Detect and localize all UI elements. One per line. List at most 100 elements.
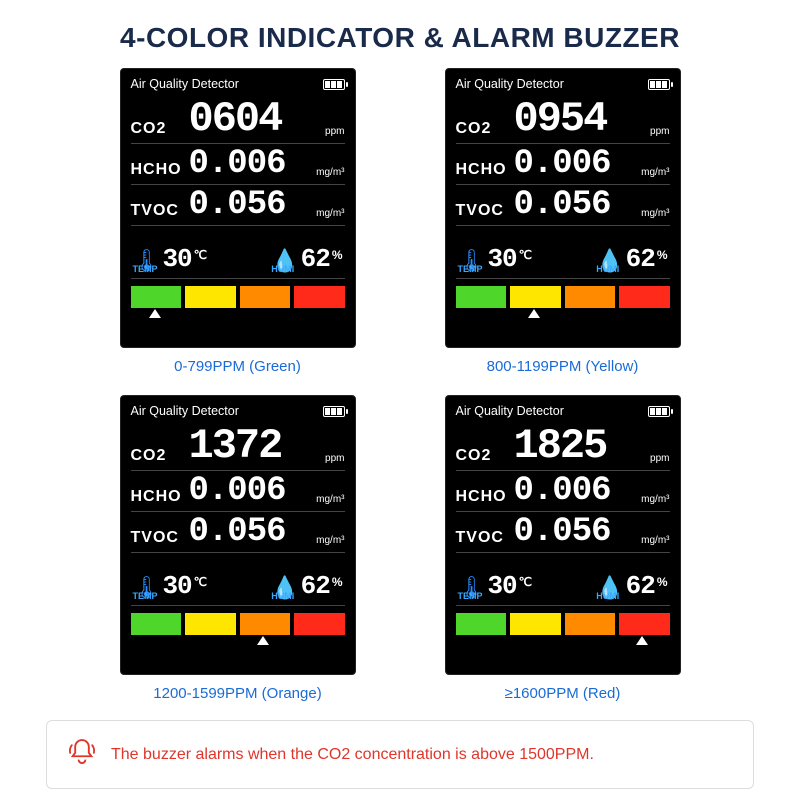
hcho-value: 0.006 xyxy=(514,147,640,181)
humi-value: 62 xyxy=(301,571,330,601)
humi-label: HUMI xyxy=(271,591,294,601)
co2-label: CO2 xyxy=(131,120,189,140)
hcho-value: 0.006 xyxy=(189,147,315,181)
color-segment xyxy=(510,286,561,308)
battery-icon xyxy=(648,406,670,417)
panel-caption: 0-799PPM (Green) xyxy=(174,358,301,375)
humi-value: 62 xyxy=(626,244,655,274)
temp-value: 30 xyxy=(162,571,191,601)
co2-label: CO2 xyxy=(456,447,514,467)
tvoc-value: 0.056 xyxy=(189,515,315,549)
panel-caption: ≥1600PPM (Red) xyxy=(505,685,621,702)
indicator-arrow-icon xyxy=(636,636,648,645)
tvoc-value: 0.056 xyxy=(514,188,640,222)
detector-panel: Air Quality Detector CO2 0604 ppm HCHO 0… xyxy=(120,68,356,348)
tvoc-unit: mg/m³ xyxy=(315,535,345,549)
panel-title: Air Quality Detector xyxy=(456,404,564,418)
co2-unit: ppm xyxy=(640,453,670,467)
co2-value: 0954 xyxy=(514,98,640,140)
footer-text: The buzzer alarms when the CO2 concentra… xyxy=(111,746,594,764)
battery-icon xyxy=(323,406,345,417)
color-segment xyxy=(565,613,616,635)
panel-title: Air Quality Detector xyxy=(131,404,239,418)
humi-unit: % xyxy=(332,571,343,589)
temp-value: 30 xyxy=(487,244,516,274)
panel-title: Air Quality Detector xyxy=(456,77,564,91)
footer-note: The buzzer alarms when the CO2 concentra… xyxy=(46,720,754,789)
color-indicator-bar xyxy=(131,605,345,635)
co2-label: CO2 xyxy=(131,447,189,467)
humi-value: 62 xyxy=(301,244,330,274)
hcho-label: HCHO xyxy=(456,488,514,508)
temp-label: TEMP xyxy=(458,591,483,601)
color-segment xyxy=(185,613,236,635)
panel-caption: 1200-1599PPM (Orange) xyxy=(153,685,321,702)
color-segment xyxy=(456,613,507,635)
color-segment xyxy=(240,286,291,308)
hcho-unit: mg/m³ xyxy=(315,167,345,181)
color-segment xyxy=(619,286,670,308)
hcho-label: HCHO xyxy=(131,488,189,508)
tvoc-label: TVOC xyxy=(131,202,189,222)
co2-value: 1372 xyxy=(189,425,315,467)
humi-label: HUMI xyxy=(596,591,619,601)
detector-panel: Air Quality Detector CO2 1372 ppm HCHO 0… xyxy=(120,395,356,675)
panel-title: Air Quality Detector xyxy=(131,77,239,91)
tvoc-label: TVOC xyxy=(131,529,189,549)
temp-unit: ℃ xyxy=(194,244,207,262)
color-segment xyxy=(510,613,561,635)
tvoc-unit: mg/m³ xyxy=(640,535,670,549)
hcho-label: HCHO xyxy=(131,161,189,181)
battery-icon xyxy=(648,79,670,90)
co2-label: CO2 xyxy=(456,120,514,140)
humi-unit: % xyxy=(657,571,668,589)
temp-unit: ℃ xyxy=(194,571,207,589)
color-segment xyxy=(240,613,291,635)
tvoc-unit: mg/m³ xyxy=(315,208,345,222)
hcho-value: 0.006 xyxy=(514,474,640,508)
temp-value: 30 xyxy=(162,244,191,274)
indicator-arrow-icon xyxy=(528,309,540,318)
temp-unit: ℃ xyxy=(519,244,532,262)
color-segment xyxy=(185,286,236,308)
co2-value: 0604 xyxy=(189,98,315,140)
co2-unit: ppm xyxy=(640,126,670,140)
color-indicator-bar xyxy=(456,278,670,308)
temp-label: TEMP xyxy=(133,264,158,274)
hcho-label: HCHO xyxy=(456,161,514,181)
temp-label: TEMP xyxy=(133,591,158,601)
humi-label: HUMI xyxy=(596,264,619,274)
humi-label: HUMI xyxy=(271,264,294,274)
color-segment xyxy=(456,286,507,308)
panel-caption: 800-1199PPM (Yellow) xyxy=(487,358,639,375)
color-segment xyxy=(565,286,616,308)
temp-label: TEMP xyxy=(458,264,483,274)
color-segment xyxy=(294,286,345,308)
color-segment xyxy=(294,613,345,635)
color-segment xyxy=(619,613,670,635)
hcho-unit: mg/m³ xyxy=(315,494,345,508)
color-indicator-bar xyxy=(131,278,345,308)
tvoc-value: 0.056 xyxy=(514,515,640,549)
humi-unit: % xyxy=(657,244,668,262)
hcho-unit: mg/m³ xyxy=(640,494,670,508)
temp-value: 30 xyxy=(487,571,516,601)
tvoc-label: TVOC xyxy=(456,529,514,549)
co2-unit: ppm xyxy=(315,126,345,140)
indicator-arrow-icon xyxy=(149,309,161,318)
hcho-value: 0.006 xyxy=(189,474,315,508)
main-title: 4-COLOR INDICATOR & ALARM BUZZER xyxy=(0,0,800,68)
detector-panel: Air Quality Detector CO2 0954 ppm HCHO 0… xyxy=(445,68,681,348)
alarm-bell-icon xyxy=(65,735,99,774)
tvoc-unit: mg/m³ xyxy=(640,208,670,222)
indicator-arrow-icon xyxy=(257,636,269,645)
color-indicator-bar xyxy=(456,605,670,635)
tvoc-value: 0.056 xyxy=(189,188,315,222)
co2-unit: ppm xyxy=(315,453,345,467)
tvoc-label: TVOC xyxy=(456,202,514,222)
hcho-unit: mg/m³ xyxy=(640,167,670,181)
humi-unit: % xyxy=(332,244,343,262)
color-segment xyxy=(131,613,182,635)
detector-panel: Air Quality Detector CO2 1825 ppm HCHO 0… xyxy=(445,395,681,675)
battery-icon xyxy=(323,79,345,90)
